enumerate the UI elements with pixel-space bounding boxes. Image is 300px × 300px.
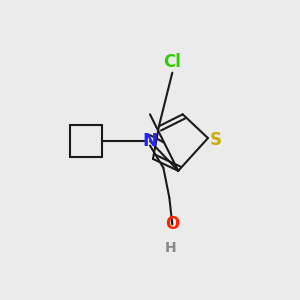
Text: Cl: Cl — [164, 53, 181, 71]
Text: H: H — [165, 241, 177, 255]
Text: S: S — [209, 130, 221, 148]
Text: N: N — [142, 132, 158, 150]
Text: O: O — [165, 215, 179, 233]
